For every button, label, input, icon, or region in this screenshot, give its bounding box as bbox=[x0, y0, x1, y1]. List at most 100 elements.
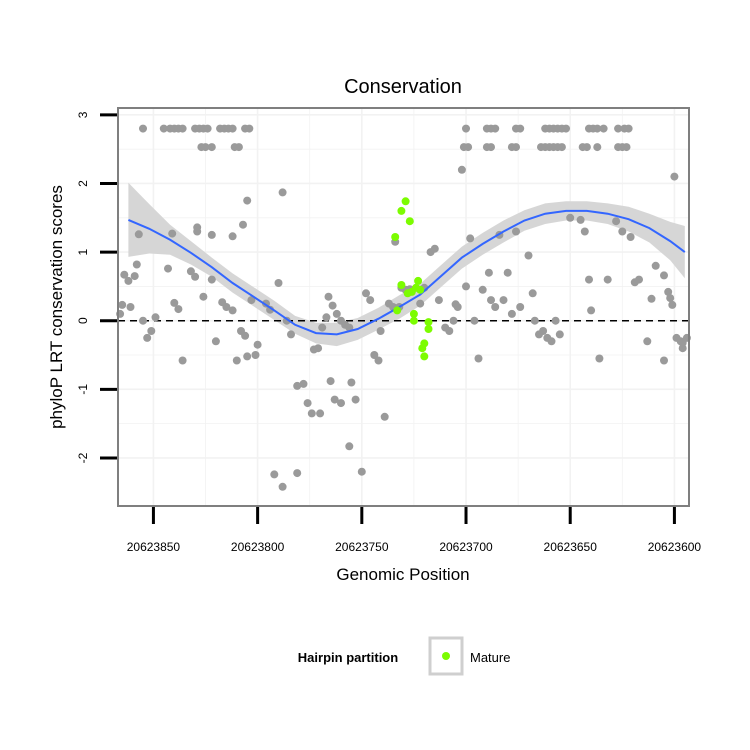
point-other bbox=[337, 399, 345, 408]
point-other bbox=[547, 337, 556, 346]
y-tick-label: 3 bbox=[76, 111, 90, 118]
point-other bbox=[159, 124, 168, 133]
point-other bbox=[143, 333, 152, 342]
point-other bbox=[643, 337, 652, 346]
point-other bbox=[151, 313, 160, 322]
x-tick-label: 20623750 bbox=[335, 540, 389, 554]
point-other bbox=[516, 124, 525, 133]
point-other bbox=[201, 143, 210, 152]
point-other bbox=[434, 296, 443, 305]
point-other bbox=[466, 234, 475, 243]
point-other bbox=[293, 381, 302, 390]
point-other bbox=[374, 356, 383, 365]
x-tick-label: 20623800 bbox=[231, 540, 285, 554]
point-other bbox=[134, 230, 143, 239]
point-other bbox=[293, 469, 302, 478]
point-other bbox=[470, 316, 479, 325]
legend-key-dot bbox=[442, 652, 450, 660]
point-other bbox=[139, 124, 147, 133]
point-mature bbox=[424, 318, 433, 327]
point-other bbox=[376, 327, 385, 335]
point-other bbox=[593, 124, 602, 133]
point-other bbox=[484, 268, 493, 277]
point-other bbox=[491, 303, 500, 311]
point-other bbox=[287, 330, 295, 339]
point-other bbox=[449, 316, 458, 325]
point-other bbox=[178, 356, 187, 365]
y-axis: -2 -1 0 1 2 3 bbox=[76, 111, 117, 463]
point-other bbox=[186, 267, 195, 276]
x-tick-label: 20623850 bbox=[127, 540, 181, 554]
point-other bbox=[207, 275, 216, 284]
point-other bbox=[603, 275, 612, 284]
point-mature bbox=[420, 339, 429, 348]
point-other bbox=[351, 395, 360, 404]
point-other bbox=[599, 124, 608, 133]
point-other bbox=[234, 143, 243, 152]
point-mature bbox=[416, 285, 425, 294]
point-other bbox=[551, 316, 560, 325]
point-other bbox=[120, 270, 129, 279]
point-other bbox=[474, 354, 483, 363]
point-other bbox=[499, 296, 508, 305]
point-other bbox=[332, 309, 341, 318]
point-other bbox=[203, 124, 212, 133]
point-other bbox=[612, 217, 621, 226]
point-mature bbox=[409, 316, 418, 325]
point-other bbox=[266, 305, 275, 314]
point-mature bbox=[397, 281, 406, 289]
point-other bbox=[345, 323, 354, 332]
point-other bbox=[278, 188, 287, 197]
y-tick-label: 1 bbox=[76, 248, 90, 255]
point-other bbox=[487, 296, 495, 305]
point-other bbox=[130, 272, 139, 281]
point-other bbox=[207, 143, 216, 152]
point-other bbox=[512, 227, 520, 236]
point-other bbox=[670, 172, 679, 181]
point-other bbox=[174, 305, 183, 314]
point-mature bbox=[414, 276, 423, 285]
point-other bbox=[330, 395, 339, 404]
point-other bbox=[380, 412, 389, 421]
point-other bbox=[507, 309, 516, 318]
panel-border bbox=[117, 107, 690, 507]
point-other bbox=[587, 306, 596, 315]
point-other bbox=[228, 306, 237, 315]
point-other bbox=[251, 351, 260, 359]
point-other bbox=[228, 232, 237, 241]
point-other bbox=[191, 272, 200, 281]
point-other bbox=[660, 271, 668, 280]
point-other bbox=[478, 285, 487, 294]
point-mature bbox=[424, 325, 433, 333]
y-tick-label: 0 bbox=[76, 317, 90, 324]
point-other bbox=[626, 233, 635, 241]
point-other bbox=[243, 196, 252, 205]
point-other bbox=[635, 275, 643, 284]
point-other bbox=[247, 296, 256, 305]
y-axis-title: phyloP LRT conservation scores bbox=[47, 185, 66, 429]
point-other bbox=[445, 327, 454, 335]
point-other bbox=[239, 220, 247, 229]
point-other bbox=[241, 331, 250, 340]
point-other bbox=[326, 377, 335, 386]
point-other bbox=[647, 294, 656, 303]
point-other bbox=[660, 356, 668, 365]
point-other bbox=[530, 316, 539, 325]
point-other bbox=[593, 143, 602, 152]
point-other bbox=[303, 399, 312, 408]
point-other bbox=[566, 213, 575, 222]
point-other bbox=[430, 244, 439, 253]
point-other bbox=[666, 294, 675, 303]
point-other bbox=[664, 287, 673, 296]
point-other bbox=[164, 264, 172, 273]
point-other bbox=[462, 282, 470, 291]
chart-title: Conservation bbox=[344, 76, 462, 98]
legend: Hairpin partition Mature bbox=[298, 636, 510, 676]
point-other bbox=[307, 409, 316, 418]
point-other bbox=[357, 467, 366, 476]
point-other bbox=[232, 356, 241, 365]
point-other bbox=[370, 351, 379, 359]
point-other bbox=[222, 303, 231, 311]
point-other bbox=[168, 229, 177, 238]
